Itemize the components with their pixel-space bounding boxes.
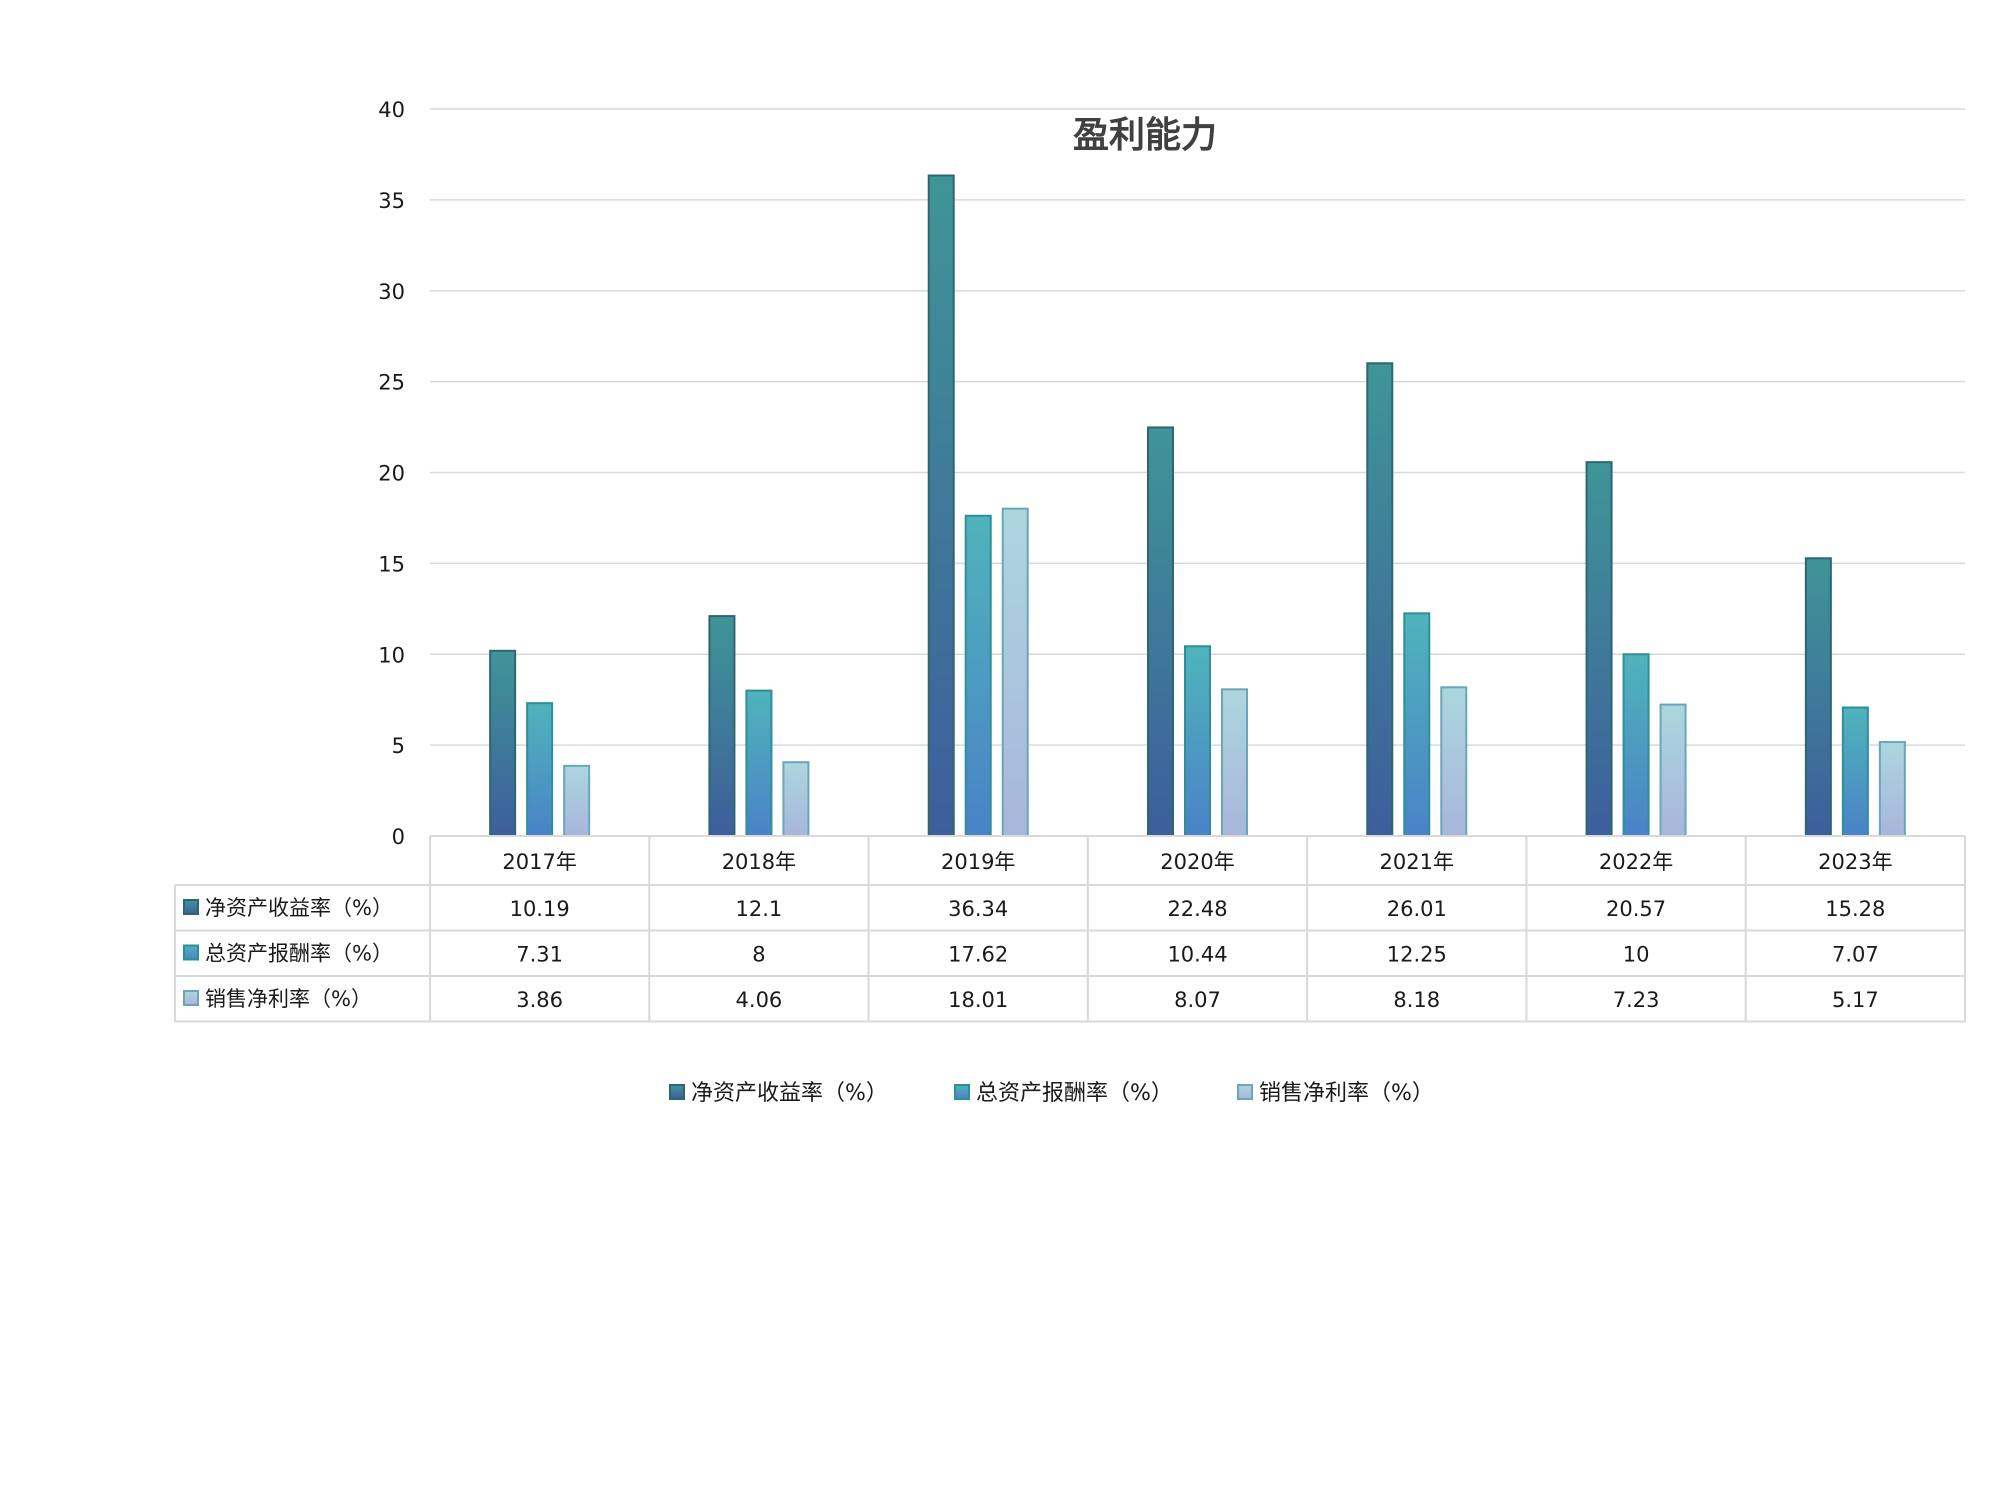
table-cell-value: 7.31 <box>516 943 563 967</box>
table-series-label: 销售净利率（%） <box>205 987 372 1011</box>
legend-swatch <box>669 1084 685 1100</box>
y-tick-label: 25 <box>378 371 405 395</box>
bar <box>1403 612 1431 838</box>
x-category-label: 2023年 <box>1818 850 1892 874</box>
table-series-label: 净资产收益率（%） <box>205 896 393 920</box>
y-tick-label: 0 <box>392 825 405 849</box>
table-cell-value: 26.01 <box>1387 897 1447 921</box>
y-tick-label: 20 <box>378 462 405 486</box>
legend-label: 总资产报酬率（%） <box>976 1081 1173 1106</box>
bar <box>1366 362 1394 837</box>
x-category-label: 2022年 <box>1599 850 1673 874</box>
legend-swatch <box>954 1084 970 1100</box>
bar <box>563 764 591 837</box>
legend-label: 销售净利率（%） <box>1259 1081 1434 1106</box>
table-series-swatch <box>183 990 199 1006</box>
y-tick-label: 5 <box>392 734 405 758</box>
bar <box>708 615 736 838</box>
bar <box>745 689 773 837</box>
table-cell-value: 22.48 <box>1167 897 1227 921</box>
table-cell-value: 10.19 <box>510 897 570 921</box>
bars <box>489 174 1906 838</box>
legend-swatch <box>1237 1084 1253 1100</box>
data-table: 2017年 2018年 2019年 2020年 2021年 2022年 2023年净资产收益… <box>174 835 1966 1023</box>
bar <box>1841 706 1869 837</box>
bar <box>1221 688 1248 838</box>
bar <box>1440 686 1468 837</box>
table-cell-value: 12.1 <box>736 897 783 921</box>
x-category-label: 2018年 <box>722 850 796 874</box>
table-cell-value: 17.62 <box>948 943 1008 967</box>
bar <box>1001 507 1029 837</box>
y-tick-label: 35 <box>378 189 405 213</box>
gridlines <box>430 108 1965 746</box>
bar <box>489 649 517 837</box>
table-cell-value: 15.28 <box>1825 897 1885 921</box>
table-cell-value: 10 <box>1623 943 1650 967</box>
bar <box>1622 653 1650 837</box>
y-tick-label: 40 <box>378 98 405 122</box>
table-cell-value: 36.34 <box>948 897 1008 921</box>
bar <box>1804 557 1832 837</box>
table-cell-value: 8 <box>752 943 765 967</box>
table-series-swatch <box>183 944 199 961</box>
bar <box>1878 741 1906 838</box>
bar <box>927 174 955 837</box>
x-category-label: 2017年 <box>502 850 576 874</box>
legend-label: 净资产收益率（%） <box>691 1081 888 1106</box>
x-category-label: 2021年 <box>1380 850 1454 874</box>
table-cell-value: 7.23 <box>1613 988 1660 1012</box>
table-cell-value: 7.07 <box>1832 943 1879 967</box>
table-series-swatch <box>183 899 199 915</box>
table-cell-value: 12.25 <box>1387 943 1447 967</box>
bar <box>782 761 810 837</box>
bar <box>964 514 992 837</box>
table-cell-value: 18.01 <box>948 988 1008 1012</box>
x-category-label: 2020年 <box>1160 850 1234 874</box>
table-series-label: 总资产报酬率（%） <box>205 942 393 966</box>
bar <box>526 702 554 837</box>
table-cell-value: 10.44 <box>1167 943 1227 967</box>
table-cell-value: 8.18 <box>1393 988 1440 1012</box>
y-tick-label: 15 <box>378 552 405 576</box>
table-cell-value: 3.86 <box>516 988 563 1012</box>
chart-title: 盈利能力 <box>1073 115 1217 156</box>
table-cell-value: 5.17 <box>1832 988 1879 1012</box>
x-category-label: 2019年 <box>941 850 1015 874</box>
bar <box>1585 461 1613 837</box>
y-axis: 0 5 10 15 20 25 30 35 40 <box>378 98 405 849</box>
legend: 净资产收益率（%） 总资产报酬率（%） 销售净利率（%） <box>669 1081 1434 1106</box>
bar <box>1184 645 1211 837</box>
bar <box>1147 426 1174 837</box>
table-cell-value: 4.06 <box>736 988 783 1012</box>
table-cell-value: 20.57 <box>1606 897 1666 921</box>
table-cell-value: 8.07 <box>1174 988 1221 1012</box>
y-tick-label: 10 <box>378 643 405 667</box>
bar <box>1659 703 1687 837</box>
y-tick-label: 30 <box>378 280 405 304</box>
